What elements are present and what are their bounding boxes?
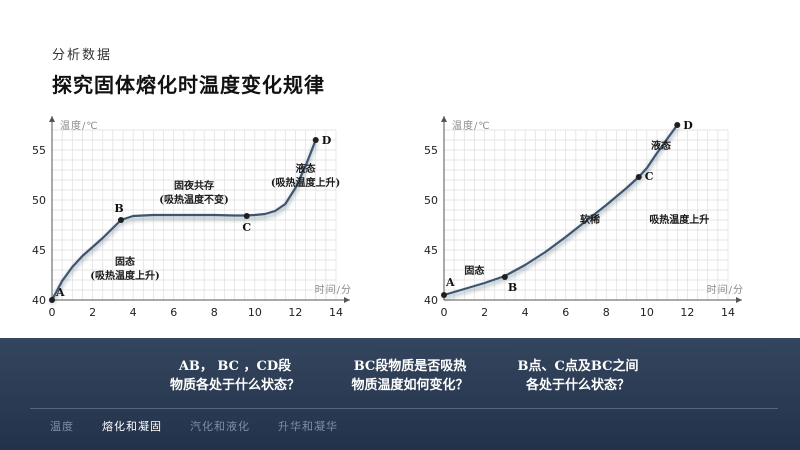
left-x-tick-label: 6 (170, 306, 177, 319)
left-x-tick-label: 2 (89, 306, 96, 319)
left-y-tick-label: 45 (32, 244, 46, 257)
question-1: AB， BC ，CD段 物质各处于什么状态？ (125, 357, 345, 395)
left-annotation: 固态 (115, 255, 135, 268)
left-y-axis-label: 温度/℃ (60, 119, 99, 132)
right-point-b (501, 274, 508, 280)
chart-right: 0 2 4 6 8 10 12 14 40 45 50 55 温度/℃ 时间/分 固态 软稀 液态吸热温度上升 A… (410, 116, 770, 328)
chart-left-svg: 0 2 4 6 8 10 12 1440455055温度/℃时间/分固态(吸热温度上升)固夜共… (32, 116, 352, 319)
right-annotation: 液态 (651, 139, 671, 152)
left-x-tick-label: 12 (288, 306, 302, 319)
question-3-line-1: B点、C点及BC之间 (517, 359, 639, 374)
slide-title: 探究固体熔化时温度变化规律 (52, 73, 325, 97)
chart-left: 0 2 4 6 8 10 12 14 40 45 50 55 温度/℃ 时间/分 固态 (吸热温度上升) 固夜共… (18, 116, 378, 328)
left-point-d (312, 137, 319, 143)
left-series-line (50, 138, 317, 302)
right-y-axis-label: 温度/℃ (452, 119, 491, 132)
right-x-tick-label: 4 (522, 306, 529, 319)
left-point-label: B (114, 202, 123, 215)
question-1-line-1: AB， BC ，CD段 (178, 359, 292, 374)
tab-temperature[interactable]: 温度 (50, 420, 74, 433)
right-y-tick-label: 45 (424, 244, 438, 257)
left-y-tick-label: 50 (32, 194, 46, 207)
left-y-tick-label: 55 (32, 144, 46, 157)
left-x-tick-label: 4 (130, 306, 137, 319)
question-1-line-2: 物质各处于什么状态？ (169, 378, 300, 393)
left-point-c (243, 213, 250, 219)
question-3-line-2: 各处于什么状态？ (525, 378, 630, 393)
left-point-label: D (322, 134, 332, 147)
right-point-c (635, 174, 642, 180)
header: 分析数据 探究固体熔化时温度变化规律 (52, 44, 325, 98)
left-x-tick-label: 10 (248, 306, 262, 319)
right-annotation: 吸热温度上升 (649, 213, 709, 226)
tab-sublimation-desublimation[interactable]: 升华和凝华 (278, 420, 338, 433)
right-series-line (442, 123, 679, 297)
footer-divider (30, 408, 778, 409)
right-point-a (441, 292, 447, 298)
left-x-axis-arrow (344, 297, 350, 303)
left-point-a (49, 297, 55, 303)
topic-tabs: 温度 熔化和凝固 汽化和液化 升华和凝华 (50, 418, 366, 434)
right-x-tick-label: 8 (603, 306, 610, 319)
question-2-line-2: 物质温度如何变化？ (351, 378, 469, 393)
right-annotation: 固态 (464, 264, 484, 277)
left-y-axis-arrow (49, 116, 55, 122)
left-point-label: A (55, 286, 65, 299)
slide-subtitle: 分析数据 (52, 48, 113, 63)
left-x-tick-label: 8 (211, 306, 218, 319)
question-2: BC段物质是否吸热 物质温度如何变化？ (300, 357, 520, 395)
right-annotation: 软稀 (580, 213, 600, 226)
question-3: B点、C点及BC之间 各处于什么状态？ (468, 357, 688, 395)
right-x-tick-label: 10 (640, 306, 654, 319)
right-x-tick-label: 2 (481, 306, 488, 319)
left-annotation: 固夜共存 (174, 179, 214, 192)
right-x-tick-label: 14 (721, 306, 735, 319)
right-point-d (674, 122, 681, 128)
right-y-tick-label: 50 (424, 194, 438, 207)
right-point-label: D (683, 119, 693, 132)
question-2-line-1: BC段物质是否吸热 (353, 359, 467, 374)
right-x-tick-label: 0 (441, 306, 448, 319)
left-x-tick-label: 0 (49, 306, 56, 319)
left-annotation: 液态 (296, 162, 316, 175)
right-y-tick-label: 55 (424, 144, 438, 157)
left-point-label: C (242, 221, 251, 234)
left-x-axis-label: 时间/分 (315, 283, 352, 296)
right-x-axis-label: 时间/分 (707, 283, 744, 296)
left-y-tick-label: 40 (32, 294, 46, 307)
right-x-axis-arrow (736, 297, 742, 303)
right-point-label: C (645, 170, 654, 183)
tab-vaporization-liquefaction[interactable]: 汽化和液化 (190, 420, 250, 433)
right-x-tick-label: 6 (562, 306, 569, 319)
left-x-tick-label: 14 (329, 306, 343, 319)
right-point-label: B (508, 281, 517, 294)
right-y-axis-arrow (441, 116, 447, 122)
left-annotation: (吸热温度上升) (271, 176, 340, 189)
left-annotation: (吸热温度上升) (90, 269, 159, 282)
right-y-tick-label: 40 (424, 294, 438, 307)
left-point-b (117, 217, 124, 223)
left-annotation: (吸热温度不变) (159, 193, 228, 206)
tab-melting-solidification[interactable]: 熔化和凝固 (102, 420, 162, 433)
right-x-tick-label: 12 (680, 306, 694, 319)
right-point-label: A (445, 276, 455, 289)
footer-panel: AB， BC ，CD段 物质各处于什么状态？ BC段物质是否吸热 物质温度如何变… (0, 338, 800, 450)
